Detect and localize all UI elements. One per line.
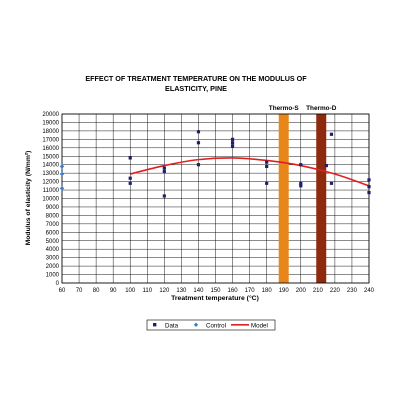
y-tick-label: 20000: [42, 112, 59, 118]
data-point: [196, 163, 201, 167]
x-tick-label: 230: [347, 288, 358, 294]
x-tick-label: 210: [313, 288, 324, 294]
x-tick-label: 110: [142, 288, 152, 294]
chart-title: EFFECT OF TREATMENT TEMPERATURE ON THE M…: [85, 74, 307, 83]
data-point: [128, 156, 132, 160]
y-tick-label: 10000: [42, 197, 59, 203]
data-point: [162, 194, 166, 198]
legend-control-label: Control: [206, 323, 226, 330]
legend-model-label: Model: [251, 323, 268, 330]
y-axis-ticks: 0 1000 2000 3000 4000 5000 6000 7000 8000 9000 100…: [42, 112, 59, 287]
y-tick-label: 4000: [46, 247, 60, 253]
data-point: [265, 181, 269, 185]
y-tick-label: 16000: [42, 146, 59, 152]
band-label: Thermo-D: [306, 105, 337, 112]
data-point: [128, 176, 132, 180]
data-point: [162, 169, 166, 174]
data-point: [299, 181, 303, 185]
x-tick-label: 240: [364, 288, 375, 294]
x-tick-label: 150: [210, 288, 221, 294]
data-point: [196, 130, 201, 134]
legend-data-label: Data: [165, 323, 179, 330]
y-tick-label: 9000: [46, 205, 60, 211]
data-point: [230, 144, 235, 148]
y-tick-label: 2000: [46, 264, 60, 270]
x-axis-label: Treatment temperature (°C): [171, 294, 259, 302]
y-tick-label: 11000: [43, 188, 60, 194]
y-tick-label: 5000: [46, 239, 60, 245]
control-point: [59, 164, 65, 169]
data-point: [367, 178, 371, 182]
data-point: [230, 141, 235, 145]
data-point: [265, 164, 269, 168]
x-axis-ticks: 60 70 80 90 100 110 120 130 140 150 160 170 180 190 20…: [59, 288, 375, 294]
data-point: [128, 181, 132, 185]
y-tick-label: 13000: [42, 171, 59, 177]
x-tick-label: 190: [279, 288, 290, 294]
legend-control-marker: [193, 322, 199, 327]
y-tick-label: 7000: [46, 222, 60, 228]
data-point: [196, 141, 201, 145]
data-point: [299, 163, 303, 167]
data-point: [162, 166, 166, 170]
x-tick-label: 90: [110, 288, 117, 294]
data-point: [324, 163, 328, 168]
y-tick-label: 3000: [46, 256, 60, 262]
y-tick-label: 18000: [42, 129, 59, 135]
x-tick-label: 220: [330, 288, 341, 294]
control-point: [59, 171, 65, 177]
x-tick-label: 130: [176, 288, 187, 294]
chart-title-line2: ELASTICITY, PINE: [165, 84, 227, 93]
x-tick-label: 120: [159, 288, 170, 294]
y-tick-label: 19000: [42, 120, 59, 126]
x-tick-label: 170: [245, 288, 256, 294]
plot-frame: [61, 113, 370, 284]
y-tick-label: 0: [56, 281, 60, 287]
y-tick-label: 8000: [46, 213, 60, 219]
band-thermo-s: [278, 114, 289, 283]
data-point: [329, 132, 334, 136]
y-tick-label: 6000: [46, 230, 60, 236]
data-point: [299, 184, 303, 188]
x-tick-label: 200: [296, 288, 307, 294]
model-line: [130, 157, 370, 187]
y-tick-label: 12000: [42, 180, 59, 186]
band-label: Thermo-S: [269, 105, 300, 112]
legend-box: [146, 319, 276, 331]
data-point: [230, 137, 235, 141]
band-thermo-d: [316, 114, 327, 283]
x-tick-label: 140: [193, 288, 204, 294]
x-tick-label: 180: [262, 288, 273, 294]
data-point: [367, 190, 371, 195]
x-tick-label: 100: [125, 288, 136, 294]
y-tick-label: 14000: [42, 163, 59, 169]
legend-data-marker: [153, 323, 157, 327]
data-marks: [59, 130, 371, 198]
x-tick-label: 80: [93, 288, 100, 294]
y-tick-label: 15000: [42, 154, 59, 160]
y-tick-label: 17000: [42, 137, 59, 143]
y-tick-label: 1000: [46, 273, 60, 279]
x-tick-label: 160: [228, 288, 239, 294]
data-point: [329, 181, 334, 185]
x-tick-label: 70: [76, 288, 83, 294]
legend: Data Control Model: [146, 319, 276, 331]
x-tick-label: 60: [59, 288, 66, 294]
control-point: [59, 186, 65, 191]
data-point: [265, 160, 269, 164]
temperature-bands: Thermo-S Thermo-D: [269, 105, 337, 283]
data-point: [367, 185, 371, 189]
y-axis-label: Modulus of elasticity (N/mm²): [25, 151, 32, 246]
